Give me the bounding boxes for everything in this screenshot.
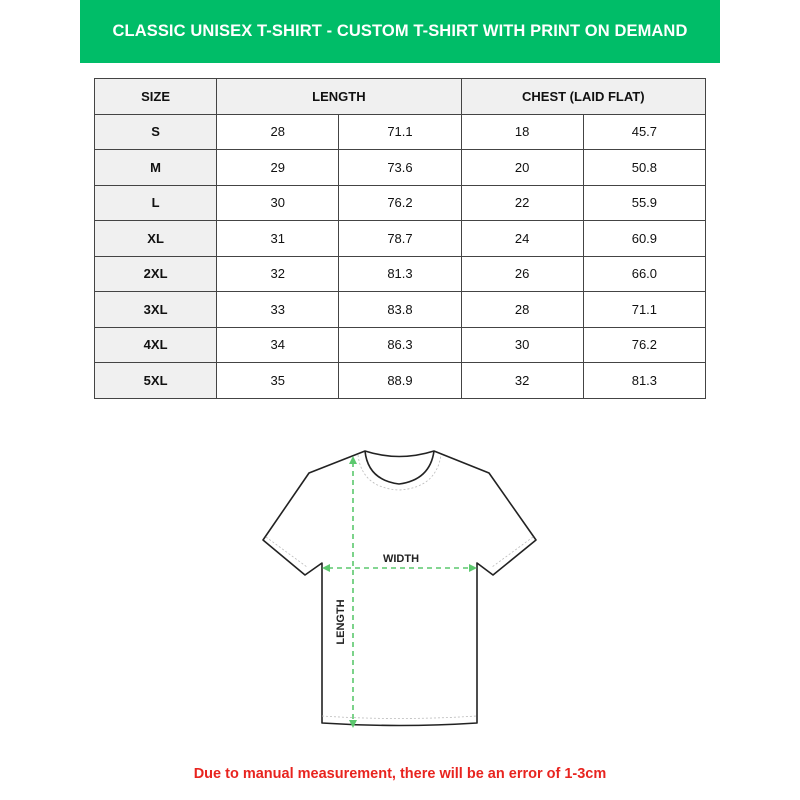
- cell-length-cm: 88.9: [338, 362, 462, 399]
- width-arrow-right-head: [469, 564, 477, 572]
- width-label: WIDTH: [383, 553, 419, 565]
- cell-size: S: [93, 113, 218, 150]
- cell-length-in: 35: [216, 362, 340, 399]
- tshirt-stitching: [265, 454, 534, 719]
- length-arrow-top-head: [349, 456, 357, 464]
- cell-chest-in: 22: [460, 184, 584, 221]
- cell-size: 4XL: [93, 326, 218, 363]
- page-title: CLASSIC UNISEX T-SHIRT - CUSTOM T-SHIRT …: [112, 22, 688, 40]
- cell-length-cm: 73.6: [338, 149, 462, 186]
- size-chart-table: SIZE LENGTH CHEST (LAID FLAT) S 28 71.1 18 4…: [93, 78, 707, 399]
- cell-chest-cm: 50.8: [582, 149, 707, 186]
- cell-chest-cm: 45.7: [582, 113, 707, 150]
- table-row: 2XL 32 81.3 26 66.0: [93, 255, 707, 292]
- table-row: 4XL 34 86.3 30 76.2: [93, 326, 707, 363]
- tshirt-outline: [262, 450, 537, 727]
- cell-size: L: [93, 184, 218, 221]
- title-banner: CLASSIC UNISEX T-SHIRT - CUSTOM T-SHIRT …: [80, 0, 720, 63]
- cell-size: 2XL: [93, 255, 218, 292]
- cell-length-in: 31: [216, 220, 340, 257]
- cell-length-in: 34: [216, 326, 340, 363]
- width-arrow-left-head: [322, 564, 330, 572]
- cell-length-cm: 86.3: [338, 326, 462, 363]
- cell-length-cm: 71.1: [338, 113, 462, 150]
- cell-size: XL: [93, 220, 218, 257]
- cell-length-in: 29: [216, 149, 340, 186]
- table-header-row: SIZE LENGTH CHEST (LAID FLAT): [93, 78, 707, 115]
- cell-length-in: 28: [216, 113, 340, 150]
- cell-chest-in: 26: [460, 255, 584, 292]
- length-arrow-bottom-head: [349, 720, 357, 728]
- cell-chest-cm: 76.2: [582, 326, 707, 363]
- header-size: SIZE: [93, 78, 218, 115]
- cell-chest-cm: 81.3: [582, 362, 707, 399]
- cell-length-cm: 83.8: [338, 291, 462, 328]
- cell-size: 3XL: [93, 291, 218, 328]
- length-label: LENGTH: [335, 599, 347, 644]
- table-row: M 29 73.6 20 50.8: [93, 149, 707, 186]
- cell-size: M: [93, 149, 218, 186]
- table-row: L 30 76.2 22 55.9: [93, 184, 707, 221]
- header-chest: CHEST (LAID FLAT): [460, 78, 707, 115]
- measurement-note: Due to manual measurement, there will be…: [193, 766, 607, 782]
- cell-length-in: 32: [216, 255, 340, 292]
- cell-size: 5XL: [93, 362, 218, 399]
- cell-chest-in: 30: [460, 326, 584, 363]
- cell-chest-in: 32: [460, 362, 584, 399]
- table-row: 5XL 35 88.9 32 81.3: [93, 362, 707, 399]
- cell-length-in: 30: [216, 184, 340, 221]
- table-row: S 28 71.1 18 45.7: [93, 113, 707, 150]
